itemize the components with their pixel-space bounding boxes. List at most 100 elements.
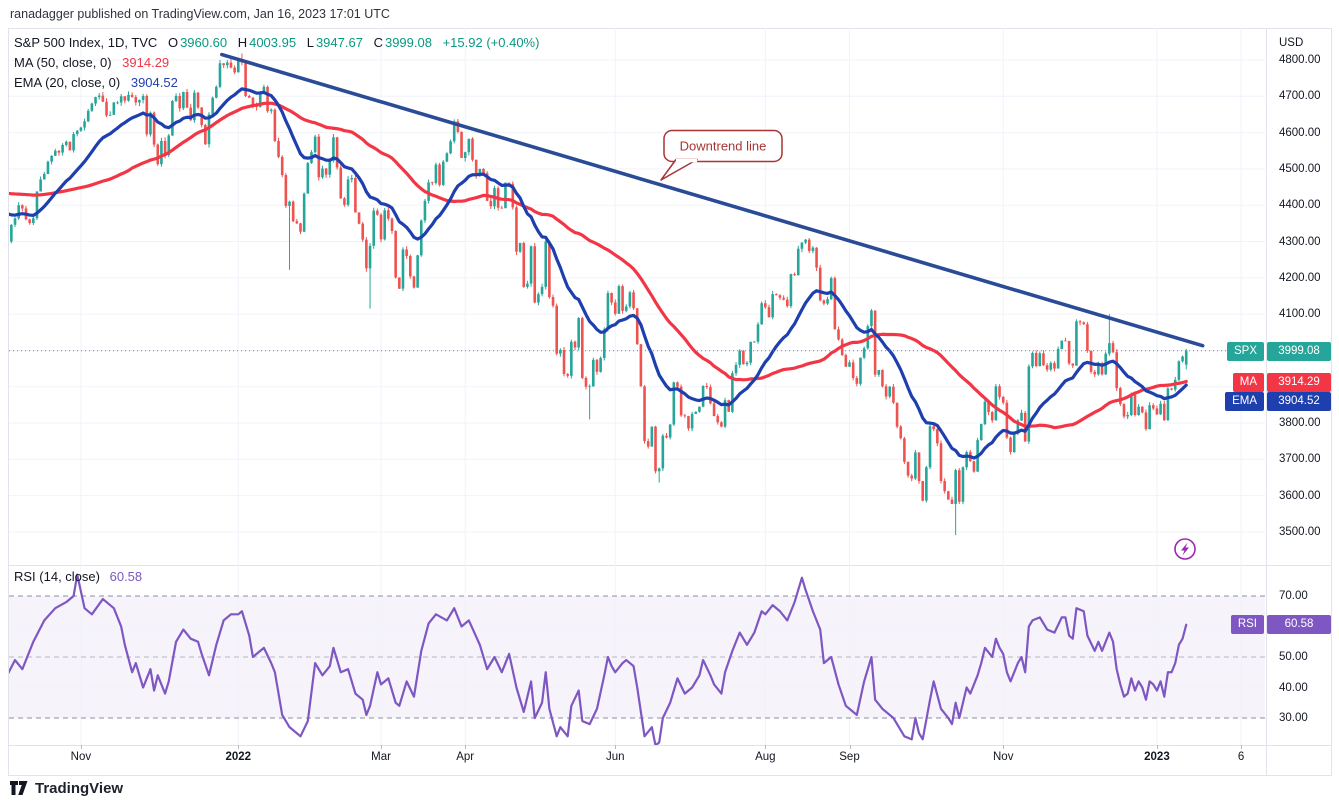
time-tick-label[interactable]: 6 (1237, 751, 1245, 763)
candle-body (720, 422, 723, 427)
candle-body (844, 355, 848, 367)
candle-body (771, 294, 774, 318)
rsi-pane-canvas[interactable] (9, 565, 1266, 745)
candle-body (610, 293, 613, 303)
candle-body (958, 470, 961, 502)
candle-body (266, 86, 269, 112)
rsi-tick-label: 40.00 (1279, 681, 1308, 694)
candle-body (357, 212, 361, 224)
time-tick-label[interactable]: Nov (70, 751, 92, 763)
candle-body (365, 239, 368, 269)
candle-body (972, 461, 976, 472)
time-tick-mark (615, 745, 617, 749)
candle-body (467, 138, 471, 153)
candle-body (97, 95, 101, 98)
candle-body (1093, 371, 1097, 375)
candle-body (668, 424, 672, 438)
candle-body (775, 294, 778, 296)
time-tick-label[interactable]: Mar (371, 751, 391, 763)
time-tick-label[interactable]: Jun (605, 751, 625, 763)
candle-body (361, 223, 365, 240)
rsi-tick-label: 50.00 (1279, 651, 1308, 663)
candle-body (141, 95, 145, 100)
candle-body (79, 127, 83, 131)
downtrend-line[interactable] (220, 52, 1205, 348)
candle-body (529, 246, 533, 284)
time-tick-label[interactable]: Sep (839, 751, 860, 763)
time-tick-mark (465, 745, 467, 749)
candle-body (160, 140, 163, 165)
candle-body (394, 230, 397, 278)
legend-ma-row[interactable]: MA (50, close, 0) 3914.29 (14, 53, 539, 73)
time-tick-label[interactable]: 2023 (1144, 751, 1170, 763)
candle-body (376, 210, 379, 215)
price-pane-canvas[interactable]: Downtrend line (9, 28, 1266, 565)
ema-label[interactable]: EMA (20, close, 0) (14, 75, 121, 90)
candle-body (123, 96, 127, 101)
callout-box[interactable] (663, 129, 783, 163)
pane-separator[interactable] (8, 565, 1332, 566)
candle-body (262, 86, 266, 92)
time-tick-label[interactable]: Nov (992, 751, 1014, 763)
candle-body (189, 107, 192, 121)
candle-body (796, 248, 800, 276)
candle-body (1071, 363, 1075, 366)
legend-symbol-row[interactable]: S&P 500 Index, 1D, TVC O 3960.60 H 4003.95… (14, 33, 539, 53)
candle-body (943, 481, 946, 492)
candle-body (1012, 433, 1016, 453)
candle-body (1064, 340, 1067, 342)
candle-body (570, 341, 573, 376)
frame-right-border (1331, 28, 1332, 775)
candle-body (515, 207, 518, 252)
candle-body (1060, 340, 1064, 349)
candle-body (511, 183, 515, 208)
candle-body (1067, 340, 1071, 364)
candle-body (94, 97, 97, 104)
rsi-label[interactable]: RSI (14, close) (14, 569, 100, 584)
currency-label: USD (1279, 37, 1304, 49)
legend-ema-row[interactable]: EMA (20, close, 0) 3904.52 (14, 73, 539, 93)
candle-body (86, 110, 90, 122)
candle-body (482, 168, 485, 174)
candle-body (1181, 356, 1184, 362)
candle-body (1137, 406, 1140, 416)
tradingview-watermark[interactable]: TradingView (10, 780, 123, 797)
candle-body (138, 99, 141, 103)
candle-body (643, 386, 646, 442)
candle-body (687, 416, 690, 429)
candle-body (621, 286, 624, 311)
candle-body (280, 156, 284, 176)
candle-body (119, 96, 123, 103)
candle-body (760, 303, 763, 325)
candle-body (500, 207, 504, 209)
time-tick-label[interactable]: Aug (755, 751, 776, 763)
change-value: +15.92 (+0.40%) (442, 35, 540, 50)
chip-ma-tag: MA (1232, 372, 1264, 392)
candle-body (1133, 394, 1137, 416)
candle-body (950, 499, 954, 504)
candle-body (101, 95, 105, 102)
symbol-title[interactable]: S&P 500 Index, 1D, TVC (14, 35, 158, 50)
price-scale-border[interactable] (1266, 28, 1267, 775)
candle-body (445, 153, 449, 162)
candle-body (1038, 353, 1042, 367)
candle-body (899, 426, 903, 439)
candle-body (269, 109, 273, 112)
time-tick-label[interactable]: Apr (456, 751, 475, 763)
candle-body (1144, 412, 1148, 430)
candle-body (694, 411, 698, 414)
ma-label[interactable]: MA (50, close, 0) (14, 55, 112, 70)
candle-body (906, 461, 910, 476)
candle-body (961, 467, 965, 502)
flash-icon[interactable] (1174, 538, 1196, 560)
candle-body (441, 161, 445, 185)
time-tick-label[interactable]: 2022 (225, 751, 252, 763)
candle-body (288, 201, 291, 206)
candle-body (698, 406, 701, 412)
rsi-legend[interactable]: RSI (14, close) 60.58 (14, 569, 142, 584)
candle-body (661, 435, 665, 469)
candle-body (1078, 321, 1082, 323)
price-tick-label: 4700.00 (1279, 90, 1321, 103)
candle-body (738, 350, 741, 365)
candle-body (295, 221, 299, 224)
